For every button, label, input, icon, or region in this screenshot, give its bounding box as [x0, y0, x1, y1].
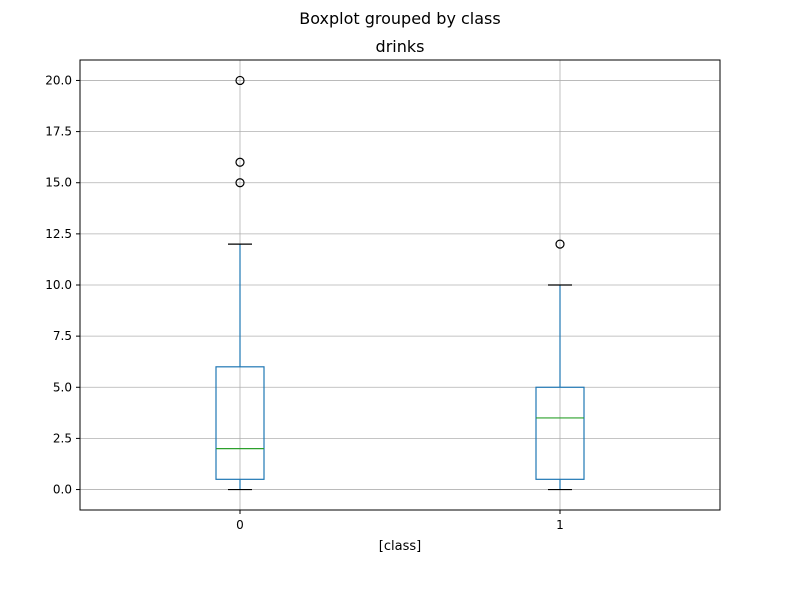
outlier-point [235, 178, 245, 188]
y-tick-label: 0.0 [53, 483, 72, 497]
y-tick-label: 20.0 [45, 73, 72, 87]
y-tick-label: 17.5 [45, 125, 72, 139]
iqr-box [535, 386, 585, 480]
axis-layer: 0.0 2.5 5.0 7.5 10.0 12.5 15.0 17.5 20.0 0 1 [45, 59, 721, 532]
y-tick-label: 12.5 [45, 227, 72, 241]
box-group-0 [215, 75, 265, 491]
outlier-point [555, 239, 565, 249]
y-tick-label: 5.0 [53, 380, 72, 394]
grid-layer [80, 60, 720, 510]
outlier-point [235, 157, 245, 167]
box-group-1 [535, 239, 585, 491]
x-axis-label: [class] [379, 539, 421, 554]
y-tick-label: 15.0 [45, 176, 72, 190]
y-tick-label: 10.0 [45, 278, 72, 292]
chart-suptitle: Boxplot grouped by class [299, 9, 501, 28]
x-tick-label: 1 [556, 518, 564, 532]
box-layer [215, 75, 585, 491]
axes-title: drinks [376, 37, 425, 56]
y-tick-label: 7.5 [53, 329, 72, 343]
outlier-point [235, 75, 245, 86]
x-tick-label: 0 [236, 518, 244, 532]
y-tick-label: 2.5 [53, 431, 72, 445]
iqr-box [215, 366, 265, 480]
